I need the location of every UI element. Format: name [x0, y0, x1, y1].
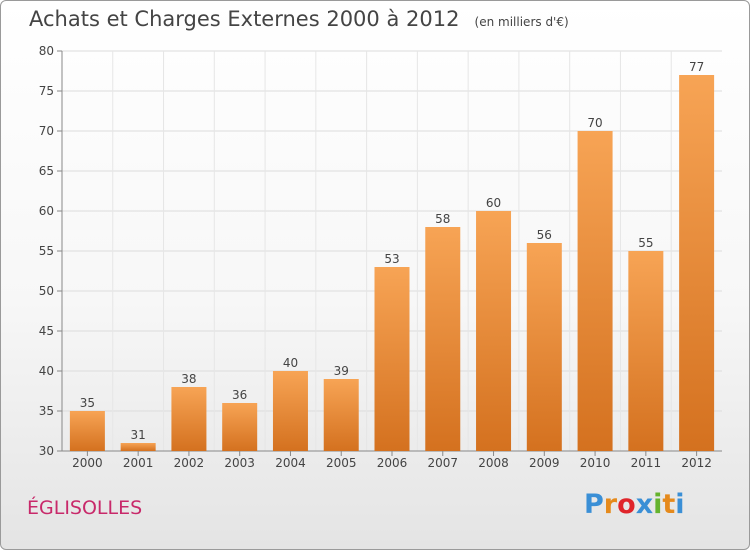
y-tick-label: 55: [39, 244, 54, 258]
axes: 30 35 40 45 50 55 60 65 70 75 80 2000 2001 2002 2003 20…: [39, 44, 722, 470]
bar-2003: [222, 403, 258, 451]
data-label: 77: [689, 60, 704, 74]
y-tick-label: 60: [39, 204, 54, 218]
y-tick-label: 80: [39, 44, 54, 58]
labels: 35 31 38 36 40 39 53 58 60 56 70 55 77: [80, 60, 705, 442]
x-tick-label: 2006: [377, 456, 408, 470]
x-tick-label: 2001: [123, 456, 154, 470]
y-tick-label: 30: [39, 444, 54, 458]
bar-2007: [425, 227, 461, 451]
y-tick-label: 75: [39, 84, 54, 98]
logo-letter: x: [635, 489, 654, 520]
bars: [69, 75, 715, 451]
x-tick-label: 2007: [427, 456, 458, 470]
data-label: 36: [232, 388, 247, 402]
y-tick-label: 45: [39, 324, 54, 338]
bar-2005: [323, 379, 359, 451]
proxiti-logo: Proxiti: [584, 489, 685, 520]
data-label: 40: [283, 356, 298, 370]
x-tick-label: 2003: [224, 456, 255, 470]
data-label: 55: [638, 236, 653, 250]
y-tick-label: 70: [39, 124, 54, 138]
bar-2000: [69, 411, 105, 451]
chart-title-block: Achats et Charges Externes 2000 à 2012 (…: [29, 7, 569, 31]
data-label: 53: [384, 252, 399, 266]
bar-2011: [628, 251, 664, 451]
x-tick-label: 2005: [326, 456, 357, 470]
data-label: 70: [587, 116, 602, 130]
logo-letter: i: [653, 489, 663, 520]
logo-letter: r: [603, 489, 618, 520]
data-label: 38: [181, 372, 196, 386]
data-label: 31: [131, 428, 146, 442]
data-label: 58: [435, 212, 450, 226]
data-label: 35: [80, 396, 95, 410]
bar-2009: [526, 243, 562, 451]
logo-letter: P: [584, 489, 604, 520]
logo-letter: i: [675, 489, 685, 520]
x-tick-label: 2008: [478, 456, 509, 470]
y-tick-label: 40: [39, 364, 54, 378]
bar-2004: [272, 371, 308, 451]
y-tick-label: 65: [39, 164, 54, 178]
bar-2008: [476, 211, 512, 451]
logo-letter: o: [617, 489, 636, 520]
x-tick-label: 2004: [275, 456, 306, 470]
y-tick-label: 50: [39, 284, 54, 298]
logo-letter: t: [662, 489, 676, 520]
x-tick-label: 2010: [580, 456, 611, 470]
data-label: 60: [486, 196, 501, 210]
chart-subtitle: (en milliers d'€): [474, 15, 569, 29]
data-label: 39: [334, 364, 349, 378]
bar-2006: [374, 267, 410, 451]
bar-2001: [120, 443, 156, 451]
bar-2002: [171, 387, 207, 451]
x-tick-label: 2009: [529, 456, 560, 470]
x-tick-label: 2002: [174, 456, 205, 470]
location-label: ÉGLISOLLES: [27, 497, 143, 519]
y-tick-label: 35: [39, 404, 54, 418]
data-label: 56: [537, 228, 552, 242]
x-tick-label: 2000: [72, 456, 103, 470]
bar-2012: [679, 75, 715, 451]
x-tick-label: 2011: [631, 456, 662, 470]
chart-title: Achats et Charges Externes 2000 à 2012: [29, 7, 460, 31]
bar-2010: [577, 131, 613, 451]
x-tick-label: 2012: [681, 456, 712, 470]
